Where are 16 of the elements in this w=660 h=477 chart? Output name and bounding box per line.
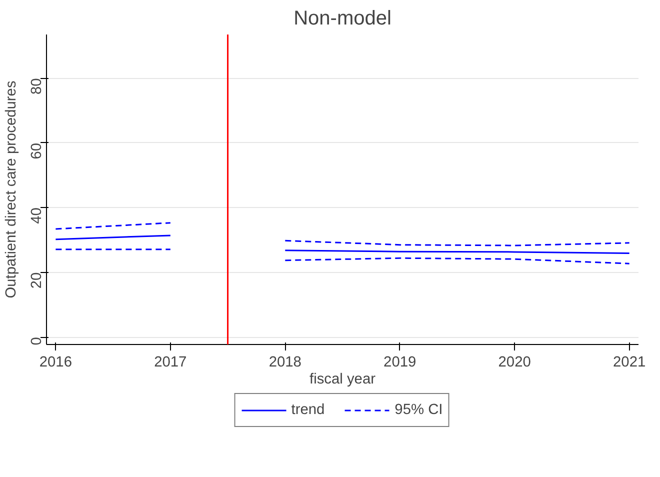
x-tick-label: 2020 [498,354,531,370]
y-tick-label: 40 [29,208,45,224]
legend-label: trend [291,402,325,418]
x-tick-label: 2017 [154,354,187,370]
x-tick-label: 2018 [268,354,302,370]
chart-title: Non-model [294,8,392,30]
y-tick-label: 60 [29,142,45,160]
y-axis-title: Outpatient direct care procedures [4,80,20,298]
y-tick-label: 0 [29,337,45,346]
y-tick-label: 20 [29,272,45,289]
legend-label: 95% CI [394,402,443,418]
y-tick-label: 80 [29,78,45,94]
x-axis-title: fiscal year [310,372,376,388]
x-tick-label: 2019 [384,354,416,370]
x-tick-label: 2021 [613,354,646,370]
x-tick-label: 2016 [39,354,72,370]
